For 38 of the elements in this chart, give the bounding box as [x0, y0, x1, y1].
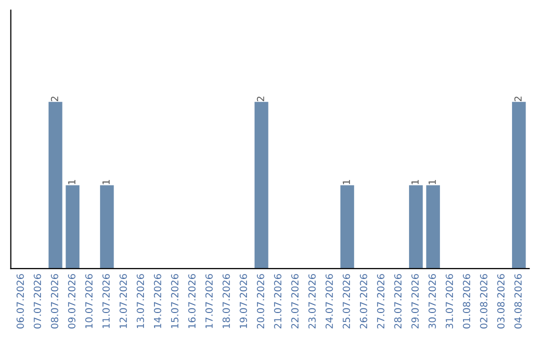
x-tick-label: 25.07.2026: [342, 274, 350, 328]
x-tick-label: 16.07.2026: [188, 274, 196, 328]
x-tick-label: 07.07.2026: [34, 274, 42, 328]
x-tick-label: 09.07.2026: [68, 274, 76, 328]
x-tick-label: 03.08.2026: [497, 274, 505, 328]
x-tick-label: 06.07.2026: [16, 274, 24, 328]
x-tick-label: 30.07.2026: [428, 274, 436, 328]
x-tick-label: 29.07.2026: [411, 274, 419, 328]
data-label: 2: [256, 96, 264, 102]
x-tick-label: 10.07.2026: [85, 274, 93, 328]
data-label: 1: [412, 180, 419, 184]
x-tick-label: 04.08.2026: [514, 274, 522, 328]
data-label: 2: [50, 96, 58, 102]
x-tick-label: 17.07.2026: [205, 274, 213, 328]
x-tick-label: 31.07.2026: [446, 274, 454, 328]
x-tick-label: 02.08.2026: [480, 274, 488, 328]
x-tick-label: 11.07.2026: [102, 274, 110, 328]
x-tick-label: 28.07.2026: [394, 274, 402, 328]
data-label: 1: [428, 180, 436, 184]
x-tick-label: 14.07.2026: [154, 274, 162, 328]
x-tick-label: 22.07.2026: [291, 274, 299, 328]
x-tick-label: 01.08.2026: [462, 274, 470, 328]
x-tick-label: 23.07.2026: [308, 274, 316, 328]
x-tick-label: 13.07.2026: [136, 274, 144, 328]
data-label: 2: [514, 96, 522, 102]
data-label: 1: [342, 180, 350, 184]
x-tick-label: 08.07.2026: [50, 274, 58, 328]
data-label: 1: [102, 180, 110, 184]
x-tick-label: 26.07.2026: [360, 274, 368, 328]
x-tick-label: 24.07.2026: [326, 274, 333, 328]
x-tick-label: 12.07.2026: [120, 274, 127, 328]
x-tick-label: 20.07.2026: [256, 274, 264, 328]
x-tick-label: 19.07.2026: [240, 274, 248, 328]
data-label: 1: [68, 180, 76, 184]
x-tick-label: 18.07.2026: [222, 274, 230, 328]
x-tick-label: 15.07.2026: [171, 274, 178, 328]
x-tick-label: 21.07.2026: [274, 274, 282, 328]
x-tick-label: 27.07.2026: [377, 274, 384, 328]
